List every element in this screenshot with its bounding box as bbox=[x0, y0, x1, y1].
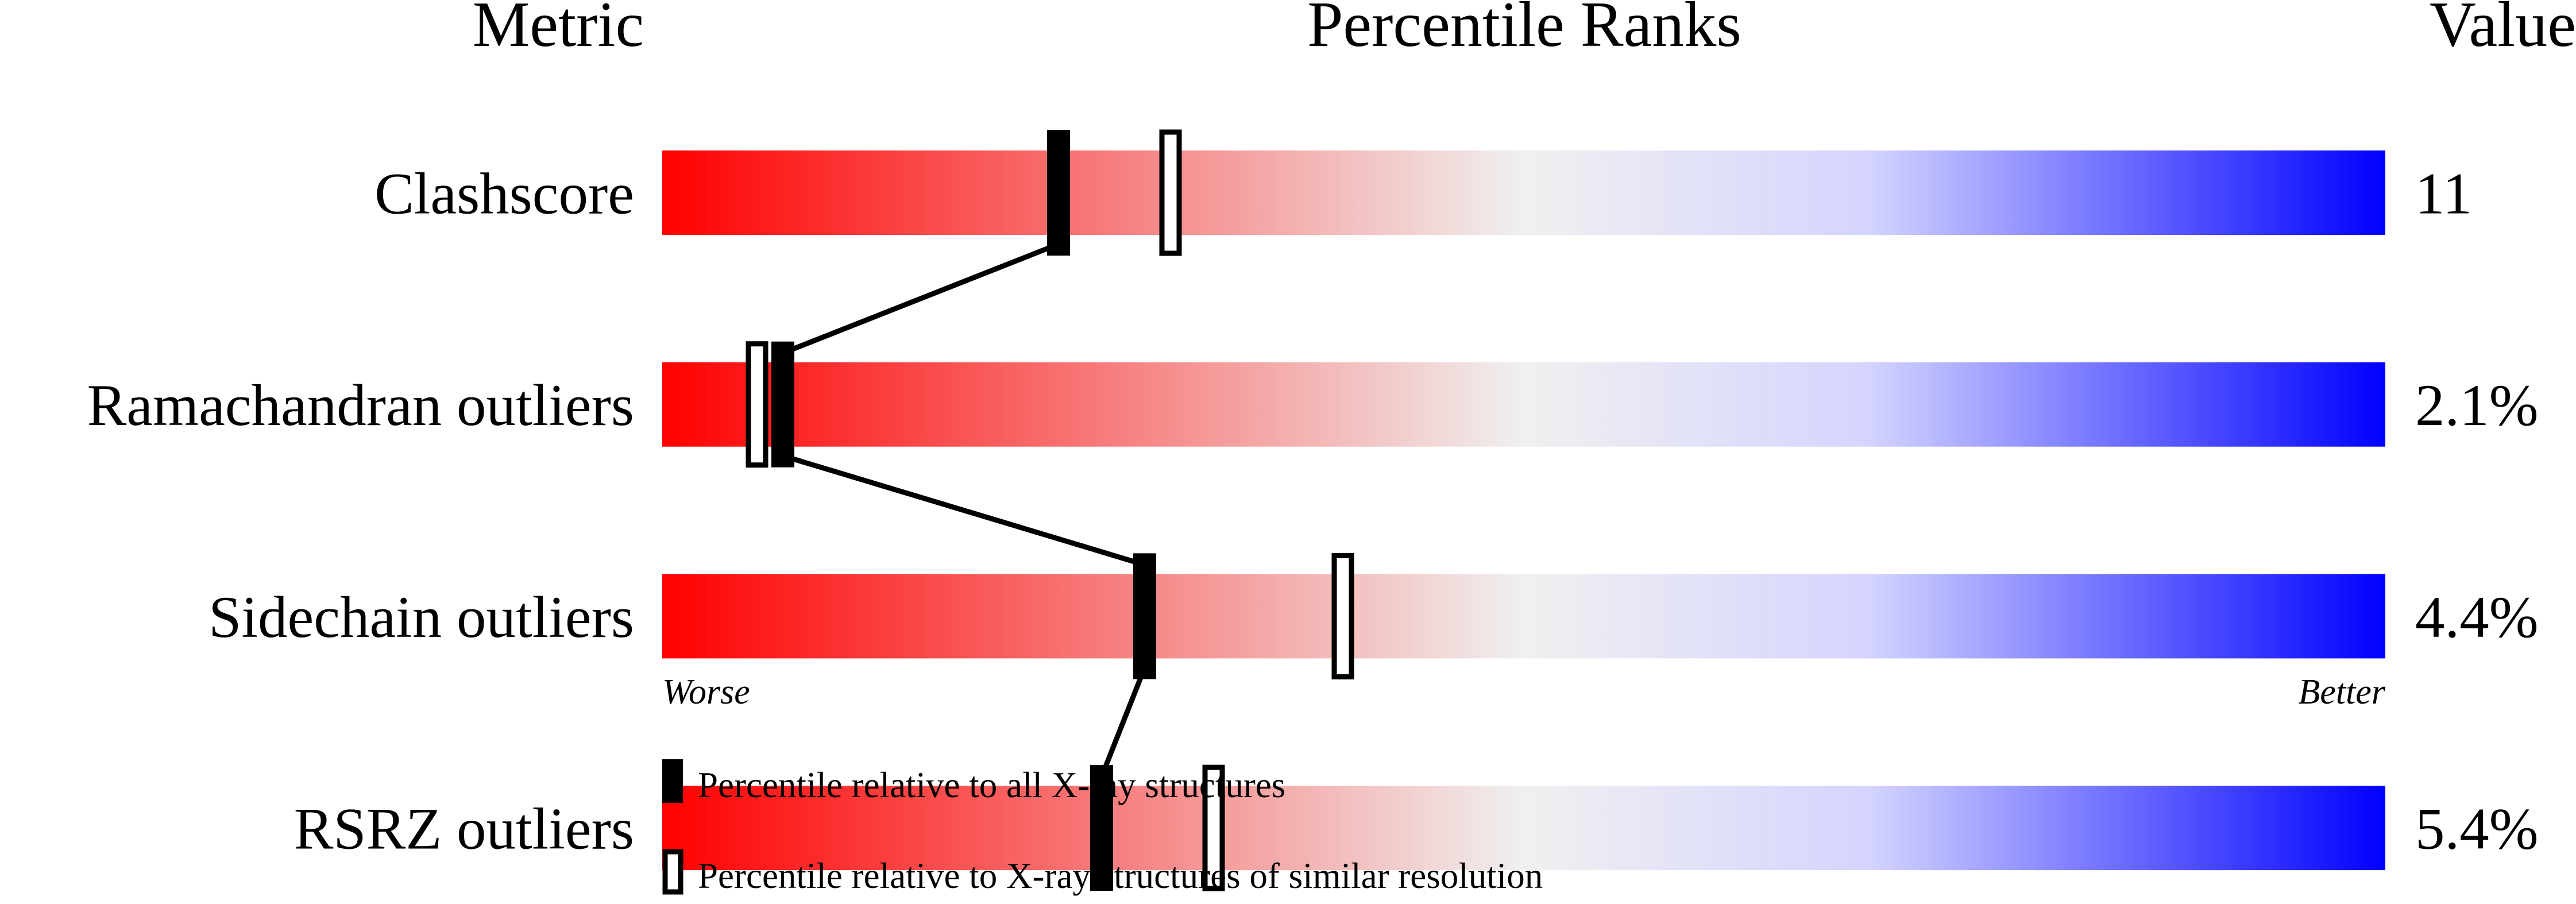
header-percentile-ranks: Percentile Ranks bbox=[1307, 0, 1741, 60]
marker-similar-resolution bbox=[1159, 129, 1182, 256]
legend-open-marker bbox=[662, 849, 683, 895]
metric-label: RSRZ outliers bbox=[294, 797, 634, 862]
metric-label: Sidechain outliers bbox=[208, 585, 634, 650]
marker-all-structures bbox=[1090, 765, 1113, 891]
marker-similar-resolution bbox=[746, 341, 768, 468]
metric-label: Ramachandran outliers bbox=[87, 373, 634, 438]
connector-line bbox=[782, 453, 1146, 567]
marker-similar-resolution bbox=[1331, 553, 1354, 679]
marker-all-structures bbox=[771, 341, 794, 468]
gradient-bar bbox=[662, 574, 2385, 659]
header-value: Value bbox=[2430, 0, 2576, 60]
connector-line bbox=[782, 241, 1060, 356]
axis-label-worse: Worse bbox=[662, 673, 750, 712]
gradient-bar bbox=[662, 786, 2385, 871]
marker-all-structures bbox=[1047, 130, 1070, 256]
metric-value: 4.4% bbox=[2415, 585, 2539, 650]
marker-similar-resolution bbox=[1202, 764, 1225, 891]
legend-filled-marker bbox=[662, 759, 683, 803]
gradient-bar bbox=[662, 150, 2385, 235]
header-metric: Metric bbox=[473, 0, 644, 60]
metric-label: Clashscore bbox=[374, 161, 634, 227]
gradient-bar bbox=[662, 362, 2385, 447]
axis-label-better: Better bbox=[2299, 673, 2386, 712]
legend-filled-label: Percentile relative to all X-ray structu… bbox=[698, 765, 1285, 805]
metric-value: 2.1% bbox=[2415, 373, 2539, 438]
metric-value: 11 bbox=[2415, 161, 2472, 227]
marker-all-structures bbox=[1133, 553, 1156, 679]
metric-value: 5.4% bbox=[2415, 797, 2539, 862]
legend-open-label: Percentile relative to X-ray structures … bbox=[698, 856, 1543, 896]
connector-line bbox=[1099, 666, 1148, 778]
